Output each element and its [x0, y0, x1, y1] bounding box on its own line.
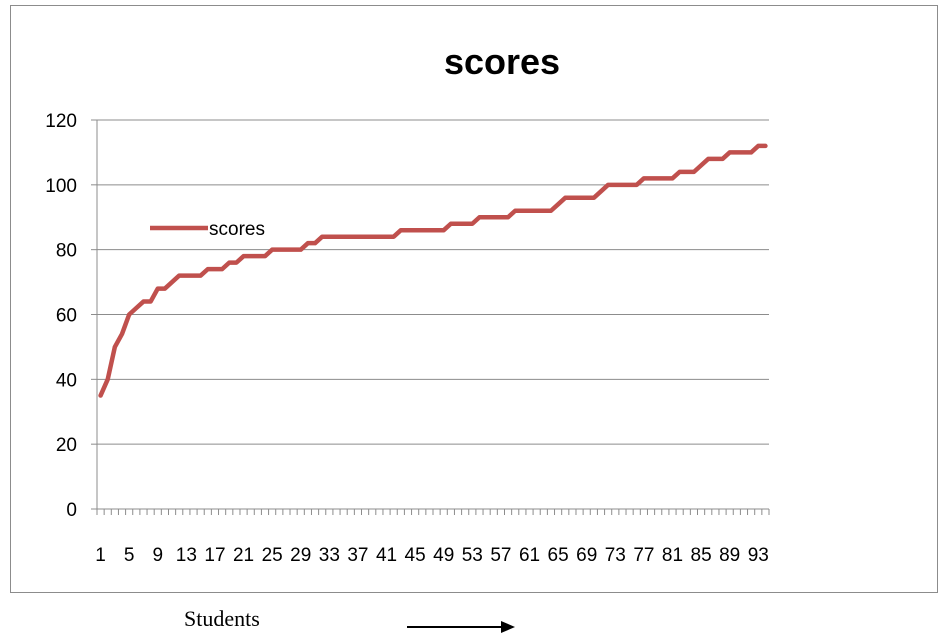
x-tick-label: 41: [376, 545, 397, 566]
x-tick-label: 21: [233, 545, 254, 566]
x-tick-label: 73: [605, 545, 626, 566]
x-tick-label: 9: [152, 545, 163, 566]
x-tick-label: 65: [548, 545, 569, 566]
x-tick-label: 33: [319, 545, 340, 566]
arrow-right-icon: [407, 621, 515, 633]
x-tick-label: 89: [719, 545, 740, 566]
y-tick-label: 60: [56, 306, 77, 327]
gridlines: [97, 119, 769, 445]
x-tick-label: 45: [405, 545, 426, 566]
y-tick-label: 100: [45, 176, 77, 197]
x-axis-ticks: 1 5 9 13 17 21 25 29 33 37 41 45 49 53 57 61 65 69 73 77 81 8…: [95, 509, 770, 566]
x-tick-label: 49: [433, 545, 454, 566]
x-tick-label: 13: [176, 545, 197, 566]
chart-area: scores 0 20 40 60 80 100 120 1 5 9 13 17 21 25 29 33 37…: [10, 5, 938, 593]
y-tick-label: 20: [56, 435, 77, 456]
chart-title: scores: [444, 41, 560, 82]
x-tick-label: 61: [519, 545, 540, 566]
legend-label: scores: [209, 219, 265, 240]
y-tick-label: 0: [66, 500, 77, 521]
series-layer: [98, 143, 768, 398]
x-tick-label: 81: [662, 545, 683, 566]
x-axis-label: Students: [184, 606, 260, 631]
x-tick-label: 37: [347, 545, 368, 566]
x-tick-label: 77: [633, 545, 654, 566]
y-tick-label: 80: [56, 241, 77, 262]
y-tick-label: 40: [56, 370, 77, 391]
y-axis-ticks: 0 20 40 60 80 100 120: [45, 111, 97, 521]
legend: scores: [150, 219, 265, 240]
x-tick-label: 17: [204, 545, 225, 566]
x-tick-label: 5: [124, 545, 135, 566]
line-chart: scores 0 20 40 60 80 100 120 1 5 9 13 17 21 25 29 33 37…: [45, 41, 770, 566]
x-tick-label: 25: [262, 545, 283, 566]
y-tick-label: 120: [45, 111, 77, 132]
x-tick-label: 53: [462, 545, 483, 566]
x-tick-label: 57: [490, 545, 511, 566]
series-line-scores: [98, 143, 768, 398]
x-tick-label: 93: [748, 545, 769, 566]
x-tick-label: 29: [290, 545, 311, 566]
x-tick-label: 69: [576, 545, 597, 566]
x-tick-label: 85: [691, 545, 712, 566]
x-tick-label: 1: [95, 545, 106, 566]
